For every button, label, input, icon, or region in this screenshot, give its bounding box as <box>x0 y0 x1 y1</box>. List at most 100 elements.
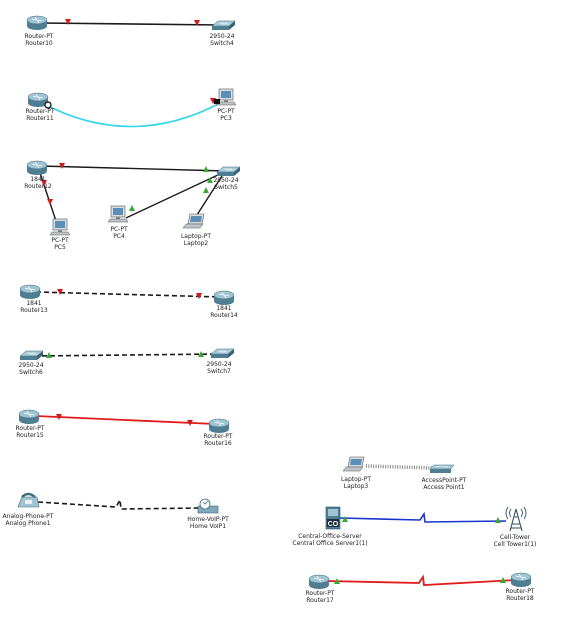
device-name-label: Analog Phone1 <box>5 520 51 527</box>
switch-icon[interactable] <box>216 166 241 177</box>
pc-icon[interactable] <box>49 218 71 236</box>
router-icon[interactable] <box>26 160 48 176</box>
device-name-label: Router17 <box>306 597 334 604</box>
link-router15-router16[interactable] <box>35 415 216 425</box>
console-port-icon <box>44 101 52 109</box>
device-model-label: AccessPoint-PT <box>421 477 467 484</box>
switch-icon[interactable] <box>210 348 235 359</box>
device-name-label: Switch5 <box>214 184 238 191</box>
link-up-indicator <box>198 351 204 357</box>
device-model-label: 2950-24 <box>213 177 239 184</box>
device-model-label: Router-PT <box>24 33 54 40</box>
link-up-indicator <box>342 516 348 522</box>
link-down-indicator <box>65 19 71 25</box>
link-down-indicator <box>41 180 47 186</box>
link-router17-router18[interactable] <box>325 574 517 586</box>
link-switch6-switch7[interactable] <box>33 353 221 357</box>
link-down-indicator <box>57 289 63 295</box>
device-name-label: Router16 <box>204 440 232 447</box>
device-model-label: Router-PT <box>305 590 335 597</box>
device-model-label: 2950-24 <box>206 361 232 368</box>
link-up-indicator <box>207 177 213 183</box>
device-name-label: Central Office Server1(1) <box>292 540 368 547</box>
device-name-label: PC3 <box>220 115 232 122</box>
link-down-indicator <box>196 293 202 299</box>
device-model-label: Router-PT <box>203 433 233 440</box>
link-switch5-pc4[interactable] <box>125 173 221 219</box>
device-model-label: Laptop-PT <box>180 233 212 240</box>
device-name-label: Router13 <box>20 307 48 314</box>
home-voip-icon[interactable] <box>197 498 219 514</box>
device-model-label: Central-Office-Server <box>298 533 362 540</box>
cell-tower-icon[interactable] <box>505 506 527 532</box>
device-model-label: Router-PT <box>505 588 535 595</box>
link-switch5-laptop2[interactable] <box>194 175 223 219</box>
link-router11-pc3[interactable] <box>43 101 223 128</box>
link-up-indicator <box>129 205 135 211</box>
analog-phone-icon[interactable] <box>17 492 40 508</box>
device-name-label: Router11 <box>26 115 54 122</box>
device-name-label: Router12 <box>24 183 52 190</box>
devices-layer: CO <box>17 15 532 590</box>
device-model-label: 1841 <box>30 176 46 183</box>
laptop-icon[interactable] <box>182 213 205 229</box>
device-name-label: PC5 <box>54 244 66 251</box>
svg-text:CO: CO <box>328 521 339 528</box>
device-name-label: Laptop2 <box>183 240 209 247</box>
router-icon[interactable] <box>510 572 532 588</box>
link-up-indicator <box>203 187 209 193</box>
device-model-label: Router-PT <box>25 108 55 115</box>
device-model-label: PC-PT <box>217 108 235 115</box>
link-router13-router14[interactable] <box>35 291 223 298</box>
link-coserver1-celltower1[interactable] <box>339 511 507 523</box>
link-up-indicator <box>46 352 52 358</box>
access-point-icon[interactable] <box>429 464 455 473</box>
link-down-indicator <box>56 414 62 420</box>
device-model-label: Home-VoIP-PT <box>187 516 229 523</box>
device-name-label: PC4 <box>113 233 125 240</box>
link-up-indicator <box>495 517 501 523</box>
link-router10-switch4[interactable] <box>39 22 221 26</box>
link-state-layer <box>41 19 506 584</box>
device-name-label: Switch6 <box>19 369 43 376</box>
link-up-indicator <box>500 577 506 583</box>
link-up-indicator <box>334 578 340 584</box>
device-name-label: Home VoIP1 <box>189 523 227 530</box>
device-model-label: 2950-24 <box>209 33 235 40</box>
device-name-label: Router15 <box>16 432 44 439</box>
link-down-indicator <box>187 420 193 426</box>
laptop-icon[interactable] <box>342 456 365 472</box>
links-layer <box>33 22 517 586</box>
device-name-label: Switch7 <box>207 368 231 375</box>
link-analogphone1-homevoip1[interactable] <box>37 497 203 510</box>
device-name-label: Cell Tower1(1) <box>493 541 537 548</box>
link-down-indicator <box>47 199 53 205</box>
link-down-indicator <box>194 20 200 26</box>
central-office-server-icon[interactable]: CO <box>325 506 341 530</box>
device-model-label: 1841 <box>216 305 232 312</box>
device-name-label: Laptop3 <box>343 483 369 490</box>
link-down-indicator <box>59 163 65 169</box>
pc-icon[interactable] <box>107 205 129 223</box>
device-model-label: PC-PT <box>110 226 128 233</box>
link-router12-switch5[interactable] <box>39 165 227 172</box>
switch-icon[interactable] <box>211 20 236 31</box>
device-model-label: 1841 <box>26 300 42 307</box>
device-model-label: Laptop-PT <box>340 476 372 483</box>
router-icon[interactable] <box>213 290 235 306</box>
device-model-label: Cell-Tower <box>499 534 531 541</box>
pc-selected-marker <box>214 99 220 104</box>
device-name-label: Switch4 <box>210 40 234 47</box>
device-name-label: Router18 <box>506 595 534 602</box>
router-icon[interactable] <box>208 418 230 434</box>
router-icon[interactable] <box>26 15 48 31</box>
router-icon[interactable] <box>19 284 41 300</box>
switch-icon[interactable] <box>19 350 44 361</box>
router-icon[interactable] <box>18 409 40 425</box>
device-model-label: PC-PT <box>51 237 69 244</box>
device-name-label: Router14 <box>210 312 238 319</box>
router-icon[interactable] <box>308 574 330 590</box>
link-laptop3-accesspoint1[interactable] <box>365 464 433 470</box>
link-up-indicator <box>203 166 209 172</box>
